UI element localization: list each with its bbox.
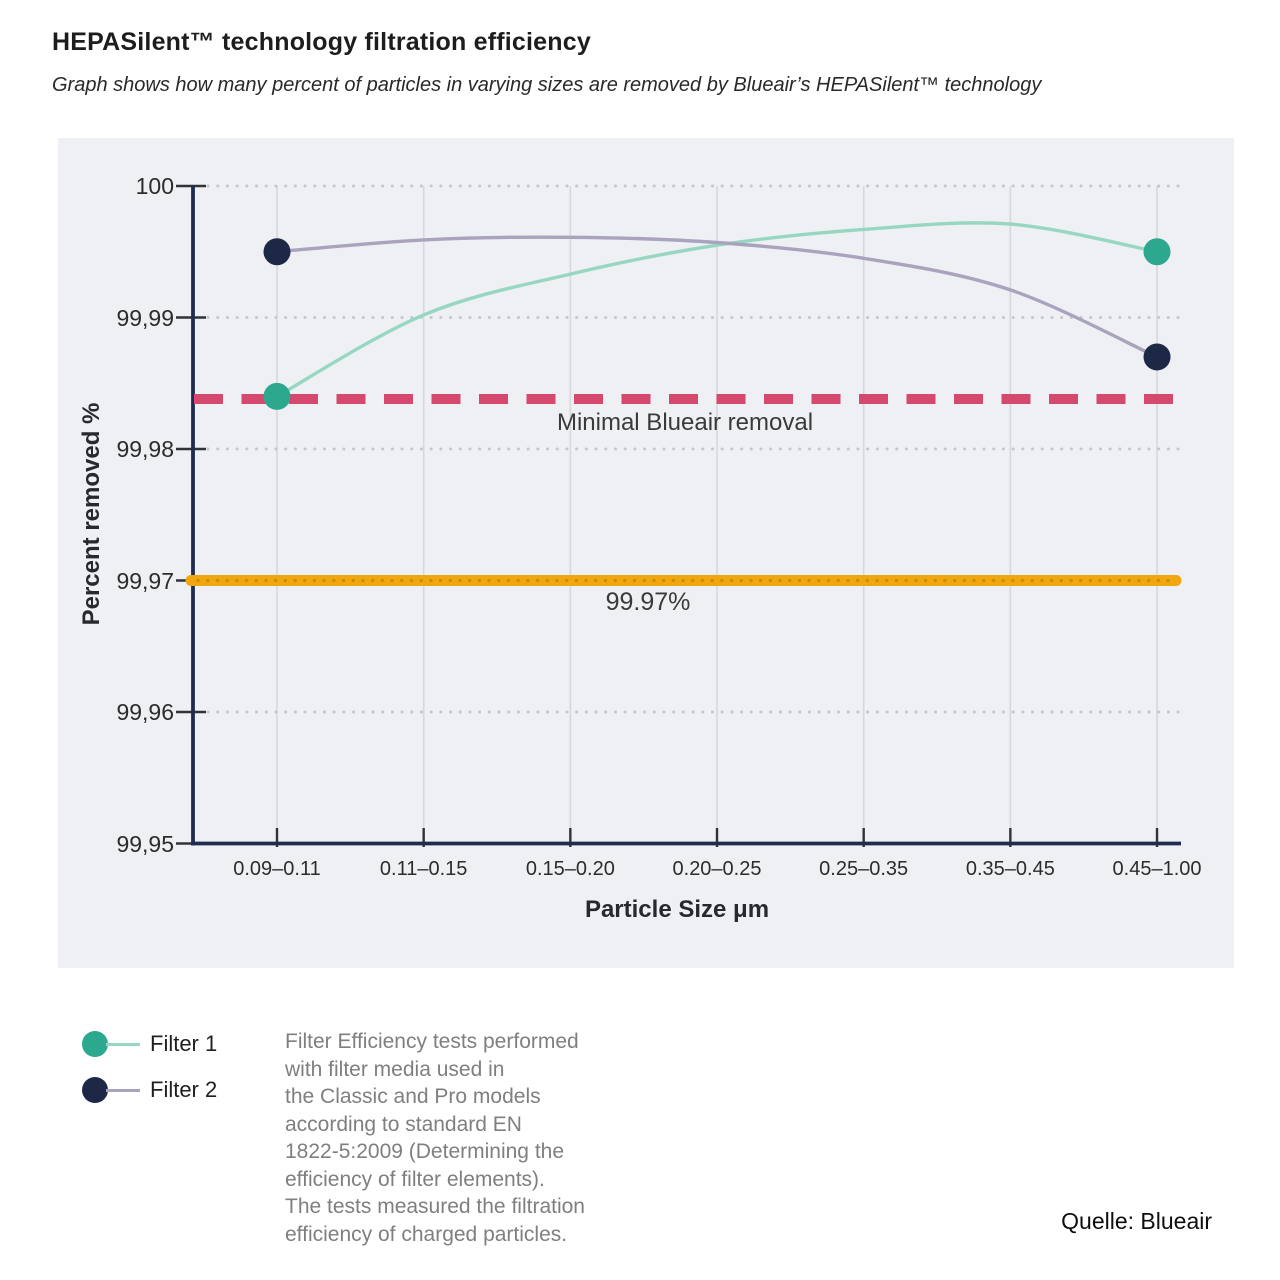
chart-title: HEPASilent™ technology filtration effici…: [52, 28, 591, 56]
data-point-filter-1: [1143, 238, 1171, 266]
chart-subtitle: Graph shows how many percent of particle…: [52, 74, 1042, 96]
series-line-filter-1: [275, 221, 1159, 399]
data-point-filter-2: [263, 238, 291, 266]
filter-2-line-icon: [106, 1089, 140, 1092]
legend-label-filter-1: Filter 1: [150, 1031, 218, 1056]
data-point-filter-2: [1143, 343, 1171, 371]
filter-2-marker-icon: [82, 1077, 108, 1103]
series-line-filter-2: [275, 235, 1159, 359]
filter-1-line-icon: [106, 1043, 140, 1046]
notes-text: Filter Efficiency tests performed with f…: [285, 1030, 585, 1246]
filter-1-marker-icon: [82, 1031, 108, 1057]
source-credit: Quelle: Blueair: [1061, 1208, 1212, 1234]
chart-panel: [58, 138, 1234, 968]
legend-label-filter-2: Filter 2: [150, 1077, 218, 1102]
data-point-filter-1: [263, 382, 291, 410]
